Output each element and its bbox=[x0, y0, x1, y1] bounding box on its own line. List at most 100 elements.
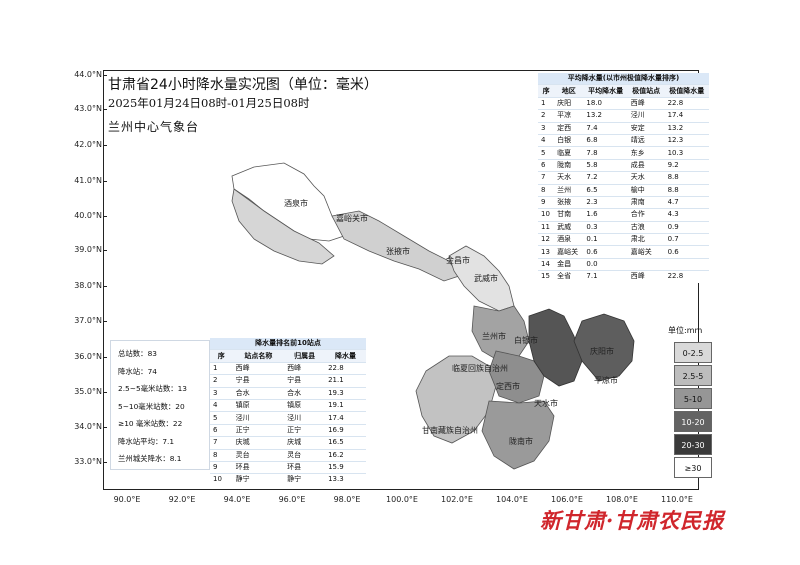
stat-lanzhou: 兰州城关降水：8.1 bbox=[118, 454, 182, 463]
table-cell: 16.2 bbox=[325, 448, 366, 462]
table-cell: 0.3 bbox=[583, 220, 628, 234]
table-cell: 13.3 bbox=[325, 473, 366, 486]
stat-5-10: 5~10毫米站数：20 bbox=[118, 401, 185, 411]
lon-label: 100.0°E bbox=[386, 495, 418, 504]
table-cell: 合水 bbox=[232, 386, 285, 400]
table-row: 3 定西 7.4 安定 13.2 bbox=[538, 121, 709, 135]
table-cell: 肃北 bbox=[627, 233, 665, 246]
table-cell: 兰州 bbox=[554, 183, 584, 197]
col-header: 降水量 bbox=[325, 349, 366, 363]
table-cell: 9.2 bbox=[664, 158, 709, 172]
table-cell: 灵台 bbox=[284, 448, 326, 462]
table-cell: 8.8 bbox=[664, 183, 709, 197]
col-header: 极值降水量 bbox=[664, 84, 709, 98]
lon-label: 94.0°E bbox=[223, 495, 251, 504]
table-cell: 0.0 bbox=[583, 257, 628, 271]
col-header: 平均降水量 bbox=[583, 84, 628, 98]
region-gannan bbox=[415, 355, 497, 444]
table-cell: 7 bbox=[210, 436, 233, 450]
table-row: 7 庆城 庆城 16.5 bbox=[210, 436, 366, 450]
table-cell: 1 bbox=[538, 96, 555, 110]
table-row: 5 泾川 泾川 17.4 bbox=[210, 411, 366, 425]
table-cell: 环县 bbox=[232, 460, 285, 474]
table-row: 1 西峰 西峰 22.8 bbox=[210, 361, 366, 375]
table-row: 4 镇原 镇原 19.1 bbox=[210, 398, 366, 412]
table-row: 15 全省 7.1 西峰 22.8 bbox=[538, 270, 709, 283]
city-label-jiuquan: 酒泉市 bbox=[284, 198, 308, 208]
table-cell: 10 bbox=[538, 208, 555, 222]
city-label-dingxi: 定西市 bbox=[496, 381, 520, 391]
table-cell: 7.8 bbox=[583, 146, 628, 160]
table-cell: 19.3 bbox=[325, 386, 366, 400]
lon-label: 96.0°E bbox=[278, 495, 306, 504]
table-cell: 合作 bbox=[627, 208, 665, 222]
stats-box: 总站数：83 降水站：74 2.5~5毫米站数：13 5~10毫米站数：20 ≥… bbox=[110, 340, 210, 470]
table-cell: 平凉 bbox=[554, 109, 584, 123]
table-cell: 泾川 bbox=[627, 109, 665, 123]
table-cell: 镇原 bbox=[284, 398, 326, 412]
table-cell: 合水 bbox=[284, 386, 326, 400]
table-cell: 天水 bbox=[554, 171, 584, 185]
table-cell: 甘南 bbox=[554, 208, 584, 222]
table-cell: 泾川 bbox=[284, 411, 326, 425]
city-label-jiayuguan: 嘉峪关市 bbox=[336, 213, 368, 223]
table-cell: 22.8 bbox=[664, 270, 709, 283]
lat-label: 36.0°N bbox=[58, 352, 107, 361]
table-cell: 张掖 bbox=[554, 195, 584, 209]
city-label-tianshui: 天水市 bbox=[534, 398, 558, 408]
lon-label: 92.0°E bbox=[168, 495, 196, 504]
newspaper-logo: 新甘肃·甘肃农民报 bbox=[540, 508, 725, 533]
lat-label: 39.0°N bbox=[58, 245, 107, 254]
table-row: 2 平凉 13.2 泾川 17.4 bbox=[538, 109, 709, 123]
table-cell: 15 bbox=[538, 270, 555, 283]
lat-label: 40.0°N bbox=[58, 211, 107, 220]
table-cell: 9 bbox=[538, 195, 555, 209]
table-row: 3 合水 合水 19.3 bbox=[210, 386, 366, 400]
lon-label: 104.0°E bbox=[496, 495, 528, 504]
table-row: 12 酒泉 0.1 肃北 0.7 bbox=[538, 233, 709, 246]
table-cell: 酒泉 bbox=[554, 233, 584, 246]
legend: 0-2.5 2.5-5 5-10 10-20 20-30 ≥30 bbox=[674, 342, 712, 480]
lat-label: 38.0°N bbox=[58, 281, 107, 290]
table-cell: 17.4 bbox=[325, 411, 366, 425]
table-cell: 陇南 bbox=[554, 158, 584, 172]
city-label-wuwei: 武威市 bbox=[474, 273, 498, 283]
table-row: 7 天水 7.2 天水 8.8 bbox=[538, 171, 709, 185]
stat-avg: 降水站平均：7.1 bbox=[118, 436, 175, 446]
lon-label: 106.0°E bbox=[551, 495, 583, 504]
table-cell: 14 bbox=[538, 257, 555, 271]
table-cell: 8 bbox=[210, 448, 233, 462]
legend-item: 2.5-5 bbox=[674, 365, 712, 386]
table-cell: 7.4 bbox=[583, 121, 628, 135]
table-cell: 12.3 bbox=[664, 133, 709, 147]
table-cell: 武威 bbox=[554, 220, 584, 234]
table-cell: 21.1 bbox=[325, 374, 366, 388]
lat-label: 34.0°N bbox=[58, 422, 107, 431]
table-cell: 2 bbox=[210, 374, 233, 388]
table-cell: 嘉峪关 bbox=[554, 245, 584, 259]
col-header: 地区 bbox=[554, 84, 584, 98]
table-cell: 17.4 bbox=[664, 109, 709, 123]
city-label-jinchang: 金昌市 bbox=[446, 255, 470, 265]
table-row: 8 灵台 灵台 16.2 bbox=[210, 448, 366, 462]
issuing-agency: 兰州中心气象台 bbox=[108, 120, 200, 134]
table-cell: 0.1 bbox=[583, 233, 628, 246]
table-row: 5 临夏 7.8 东乡 10.3 bbox=[538, 146, 709, 160]
top10-caption: 降水量排名前10站点 bbox=[210, 338, 366, 350]
table-cell: 榆中 bbox=[627, 183, 665, 197]
table-cell: 1 bbox=[210, 361, 233, 375]
table-cell: 9 bbox=[210, 460, 233, 474]
region-dingxi bbox=[488, 350, 545, 404]
city-label-baiyin: 白银市 bbox=[514, 335, 538, 345]
table-cell: 8.8 bbox=[664, 171, 709, 185]
table-cell: 白银 bbox=[554, 133, 584, 147]
table-cell: 15.9 bbox=[325, 460, 366, 474]
avg-table-body: 1 庆阳 18.0 西峰 22.8 2 平凉 13.2 泾川 17.4 3 定西 7.4 安定 13.2 4 白… bbox=[538, 96, 709, 283]
stat-precip-stations: 降水站：74 bbox=[118, 366, 157, 376]
lon-label: 98.0°E bbox=[333, 495, 361, 504]
table-cell: 0.6 bbox=[583, 245, 628, 259]
lat-label: 33.0°N bbox=[58, 457, 107, 466]
table-cell: 22.8 bbox=[664, 96, 709, 110]
table-cell: 金昌 bbox=[554, 257, 584, 271]
table-cell: 13 bbox=[538, 245, 555, 259]
